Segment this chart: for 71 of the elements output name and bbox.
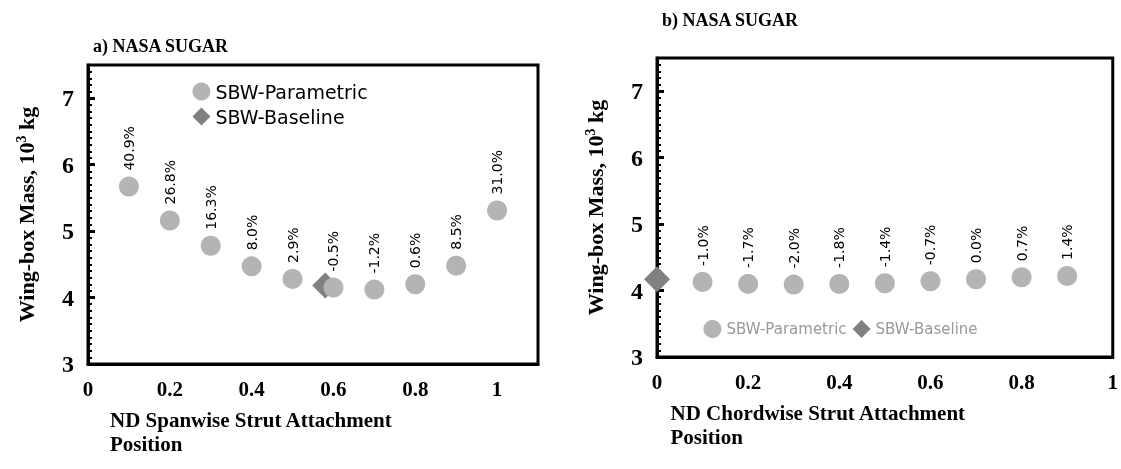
y-axis-title: Wing-box Mass, 103 kg xyxy=(13,106,39,323)
annotation: -1.8% xyxy=(831,227,848,268)
annotation: 0.7% xyxy=(1013,225,1030,262)
annotation: -1.2% xyxy=(366,232,383,274)
annotation: 26.8% xyxy=(161,160,178,205)
y-tick-label: 6 xyxy=(62,151,74,178)
x-tick-label: 0.6 xyxy=(320,376,347,401)
point xyxy=(282,268,303,289)
y-tick-label: 4 xyxy=(62,284,74,311)
point xyxy=(783,274,804,295)
annotation: -1.7% xyxy=(740,227,757,268)
annotation: -1.4% xyxy=(876,226,893,268)
point xyxy=(692,271,713,292)
annotation: -0.5% xyxy=(325,230,342,272)
y-tick-label: 4 xyxy=(631,277,643,304)
x-tick-label: 1 xyxy=(1107,369,1118,394)
point xyxy=(241,256,262,277)
x-tick-label: 0 xyxy=(651,369,663,394)
annotation: 8.0% xyxy=(243,214,260,251)
y-axis-title: Wing-box Mass, 103 kg xyxy=(582,99,608,316)
x-axis-title: ND Spanwise Strut Attachment Position xyxy=(110,408,398,456)
point xyxy=(920,271,941,292)
x-tick-label: 0.4 xyxy=(238,376,266,401)
legend-label: SBW-Parametric xyxy=(726,320,847,338)
point xyxy=(487,200,508,221)
point xyxy=(644,266,670,293)
point xyxy=(323,277,344,298)
point xyxy=(118,176,139,197)
x-tick-label: 0.2 xyxy=(156,376,183,401)
annotation: 1.4% xyxy=(1059,224,1076,260)
annotation: 16.3% xyxy=(202,185,219,230)
annotation: -0.7% xyxy=(922,224,939,266)
legend-label: SBW-Baseline xyxy=(875,320,978,338)
y-tick-label: 7 xyxy=(631,78,643,105)
point xyxy=(738,273,759,294)
annotation: 40.9% xyxy=(120,126,137,171)
y-tick-label: 3 xyxy=(631,344,643,370)
annotation: -2.0% xyxy=(785,227,802,269)
point xyxy=(1011,267,1032,288)
x-tick-label: 0 xyxy=(82,376,94,401)
point xyxy=(200,235,221,256)
x-tick-label: 0.8 xyxy=(402,376,429,401)
chart-title: b) NASA SUGAR xyxy=(662,10,800,31)
annotation: -1.0% xyxy=(694,225,711,266)
point xyxy=(364,279,385,300)
point xyxy=(159,210,180,231)
point xyxy=(966,269,987,290)
x-axis-title: ND Chordwise Strut Attachment Position xyxy=(670,401,971,449)
x-tick-label: 0.4 xyxy=(826,369,853,394)
point xyxy=(829,273,850,294)
y-tick-label: 3 xyxy=(62,351,74,377)
point xyxy=(874,273,895,294)
point xyxy=(1057,265,1078,286)
x-tick-label: 0.8 xyxy=(1008,369,1035,394)
annotation: 2.9% xyxy=(284,227,301,263)
y-tick-label: 5 xyxy=(631,211,643,238)
y-tick-label: 5 xyxy=(62,218,74,245)
annotation: 31.0% xyxy=(489,150,506,195)
annotation: 0.0% xyxy=(968,227,985,264)
legend-label: SBW-Baseline xyxy=(215,105,345,128)
annotation: 8.5% xyxy=(448,214,465,250)
point xyxy=(446,255,467,276)
legend-label: SBW-Parametric xyxy=(215,80,368,103)
point xyxy=(405,274,426,295)
x-tick-label: 0.2 xyxy=(735,369,762,394)
x-tick-label: 0.6 xyxy=(917,369,944,394)
y-tick-label: 6 xyxy=(631,144,643,171)
chart-title: a) NASA SUGAR xyxy=(93,36,230,57)
y-tick-label: 7 xyxy=(62,85,74,112)
x-tick-label: 1 xyxy=(491,376,503,401)
annotation: 0.6% xyxy=(407,232,424,269)
